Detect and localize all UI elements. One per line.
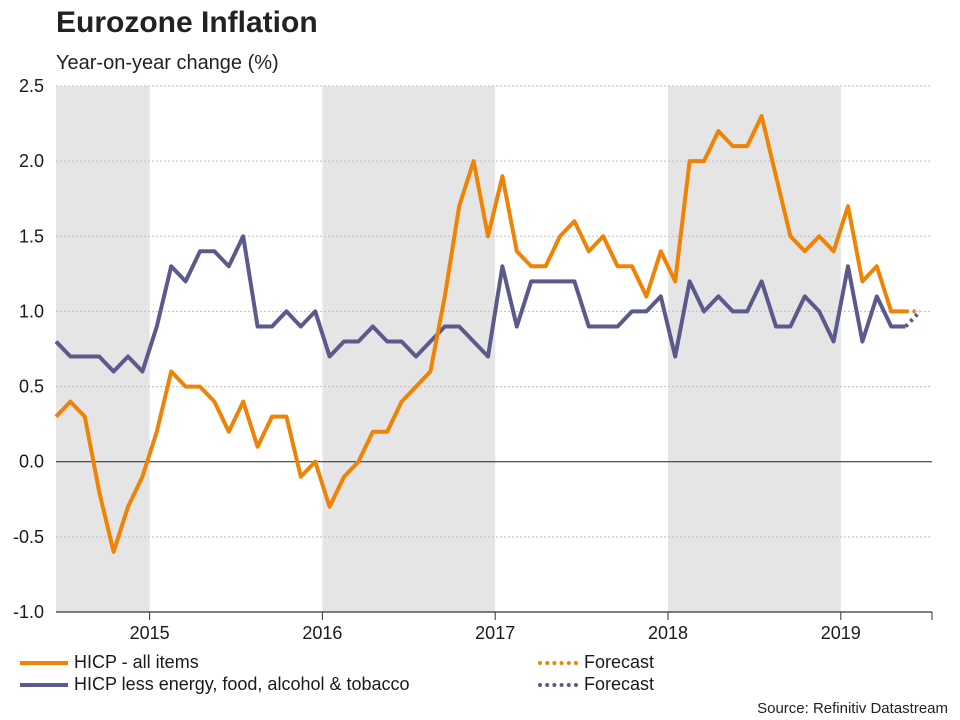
y-tick-label: 1.5 — [19, 226, 44, 246]
legend-core: HICP less energy, food, alcohol & tobacc… — [20, 674, 410, 695]
x-tick-label: 2016 — [302, 623, 342, 643]
gridlines — [56, 85, 932, 613]
y-tick-label: 2.0 — [19, 151, 44, 171]
chart-title: Eurozone Inflation — [56, 6, 318, 39]
legend-forecast-label-2: Forecast — [584, 674, 655, 694]
legend-forecast-label-1: Forecast — [584, 652, 655, 672]
legend-headline: HICP - all items — [20, 652, 199, 673]
series-lines — [54, 114, 922, 554]
core-forecast-line — [904, 310, 922, 328]
source-note: Source: Refinitiv Datastream — [757, 700, 948, 717]
core-forecast-swatch — [538, 682, 578, 687]
chart-subtitle: Year-on-year change (%) — [56, 52, 279, 74]
headline-swatch — [20, 660, 68, 665]
y-tick-label: -0.5 — [13, 527, 44, 547]
x-tick-label: 2018 — [648, 623, 688, 643]
shaded-band-2018 — [668, 86, 841, 612]
legend-core-label: HICP less energy, food, alcohol & tobacc… — [74, 674, 410, 694]
headline-series-line — [54, 114, 906, 554]
y-tick-label: 0.5 — [19, 377, 44, 397]
x-axis: 2015 2016 2017 2018 2019 — [56, 611, 933, 643]
x-tick-label: 2015 — [130, 623, 170, 643]
shaded-band-2014 — [56, 86, 150, 612]
y-tick-label: -1.0 — [13, 602, 44, 622]
y-tick-label: 1.0 — [19, 301, 44, 321]
legend-core-forecast: Forecast — [538, 674, 654, 695]
core-series-line — [54, 234, 906, 374]
legend-headline-label: HICP - all items — [74, 652, 199, 672]
x-tick-label: 2019 — [821, 623, 861, 643]
core-swatch — [20, 682, 68, 687]
y-tick-label: 0.0 — [19, 452, 44, 472]
legend-headline-forecast: Forecast — [538, 652, 654, 673]
y-tick-label: 2.5 — [19, 76, 44, 96]
shaded-year-bands — [56, 86, 841, 612]
headline-forecast-swatch — [538, 660, 578, 665]
x-tick-label: 2017 — [475, 623, 515, 643]
y-axis-ticks: 2.5 2.0 1.5 1.0 0.5 0.0 -0.5 -1.0 — [13, 76, 44, 622]
